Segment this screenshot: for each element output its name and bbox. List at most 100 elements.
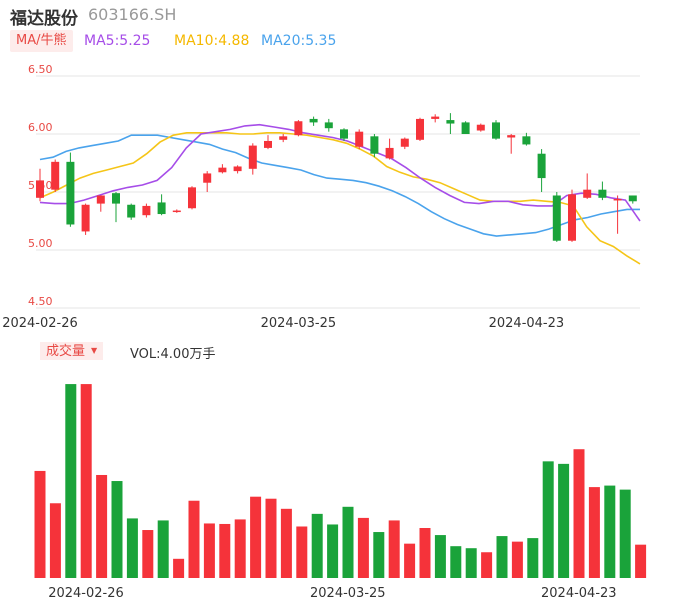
- volume-bar: [311, 513, 323, 578]
- candle-body: [583, 189, 592, 198]
- volume-bar: [250, 496, 262, 578]
- ma20-line: [39, 134, 640, 237]
- candle-body: [66, 161, 75, 225]
- candle-body: [476, 124, 485, 131]
- volume-bar: [173, 558, 185, 578]
- candle-body: [309, 118, 318, 123]
- price-axis-tick-label: 5.00: [28, 237, 53, 250]
- candle-body: [218, 167, 227, 173]
- candle-body: [385, 147, 394, 159]
- volume-bar: [34, 470, 46, 578]
- candle-body: [340, 129, 348, 139]
- volume-bar: [65, 384, 77, 578]
- volume-bar: [327, 524, 339, 578]
- volume-bar: [142, 530, 154, 578]
- volume-bar: [234, 519, 246, 578]
- volume-value-label: VOL:4.00万手: [130, 347, 216, 362]
- volume-bar: [635, 544, 647, 578]
- volume-axis-date-label: 2024-02-26: [48, 586, 124, 601]
- candle-body: [568, 194, 576, 241]
- candle-body: [537, 153, 546, 179]
- candle-body: [188, 187, 196, 209]
- candle-body: [370, 136, 379, 154]
- volume-bar: [465, 548, 477, 578]
- volume-bar: [126, 518, 138, 578]
- volume-indicator-selector[interactable]: 成交量 ▼: [40, 342, 104, 360]
- volume-axis-date-label: 2024-03-25: [310, 586, 386, 601]
- volume-bar: [265, 498, 277, 578]
- price-axis-tick-label: 4.50: [28, 295, 53, 308]
- volume-indicator-label: 成交量: [46, 344, 86, 359]
- volume-bar: [280, 508, 292, 578]
- candle-body: [264, 140, 272, 148]
- volume-bar: [203, 523, 215, 578]
- candle-body: [279, 136, 288, 140]
- volume-bar: [619, 489, 631, 578]
- volume-bar: [511, 541, 523, 578]
- candle-body: [248, 145, 257, 169]
- candle-body: [324, 122, 333, 129]
- candle-body: [36, 180, 44, 198]
- volume-bar: [404, 543, 416, 578]
- volume-bar: [80, 384, 92, 578]
- candle-body: [598, 189, 607, 198]
- candle-body: [628, 195, 637, 202]
- ma5-label: MA5:5.25: [84, 33, 151, 49]
- stock-code: 603166.SH: [88, 5, 177, 24]
- stock-name: 福达股份: [10, 9, 78, 29]
- volume-bar: [49, 503, 61, 578]
- volume-bar: [357, 517, 369, 578]
- price-axis-tick-label: 6.00: [28, 121, 53, 134]
- candle-body: [142, 205, 151, 216]
- price-axis-tick-label: 6.50: [28, 63, 53, 76]
- price-axis-date-label: 2024-04-23: [489, 316, 565, 331]
- ma5-line: [39, 123, 641, 222]
- volume-bar: [481, 552, 493, 578]
- candle-body: [112, 193, 120, 204]
- volume-bar: [111, 481, 123, 578]
- volume-bar: [388, 520, 400, 578]
- candle-body: [507, 135, 516, 138]
- candle-body: [127, 204, 136, 218]
- volume-bar: [434, 535, 446, 578]
- candle-body: [461, 122, 470, 134]
- price-axis-date-label: 2024-02-26: [2, 316, 78, 331]
- volume-bar: [573, 449, 585, 578]
- caret-down-icon: ▼: [91, 346, 98, 355]
- candle-body: [416, 118, 424, 140]
- candle-body: [203, 173, 212, 183]
- candle-body: [233, 166, 242, 172]
- volume-bar: [604, 485, 616, 578]
- candle-body: [294, 121, 303, 136]
- volume-bar: [373, 532, 385, 578]
- volume-bar: [450, 546, 462, 578]
- volume-bar: [588, 487, 600, 578]
- volume-bar: [157, 520, 169, 578]
- volume-bar: [342, 506, 354, 578]
- candle-body: [522, 136, 531, 145]
- volume-bar: [419, 528, 431, 578]
- volume-bar: [558, 463, 570, 578]
- volume-axis-date-label: 2024-04-23: [541, 586, 617, 601]
- ma20-label: MA20:5.35: [261, 33, 337, 49]
- volume-bar: [96, 474, 108, 578]
- ma10-line: [39, 132, 641, 265]
- candle-body: [157, 202, 166, 215]
- candle-body: [96, 195, 105, 204]
- volume-bar: [542, 461, 554, 578]
- ma-mode-selector[interactable]: MA/牛熊: [10, 30, 73, 52]
- volume-bar: [527, 538, 539, 578]
- candle-body: [492, 122, 500, 139]
- volume-bar: [219, 523, 231, 578]
- candle-body: [552, 195, 561, 241]
- volume-bar: [496, 536, 508, 578]
- candle-body: [431, 116, 440, 119]
- volume-bar: [188, 500, 200, 578]
- candle-body: [613, 198, 622, 201]
- price-axis-date-label: 2024-03-25: [261, 316, 337, 331]
- ma10-label: MA10:4.88: [174, 33, 250, 49]
- candle-body: [446, 120, 455, 124]
- candle-body: [51, 161, 60, 190]
- candle-body: [81, 204, 90, 232]
